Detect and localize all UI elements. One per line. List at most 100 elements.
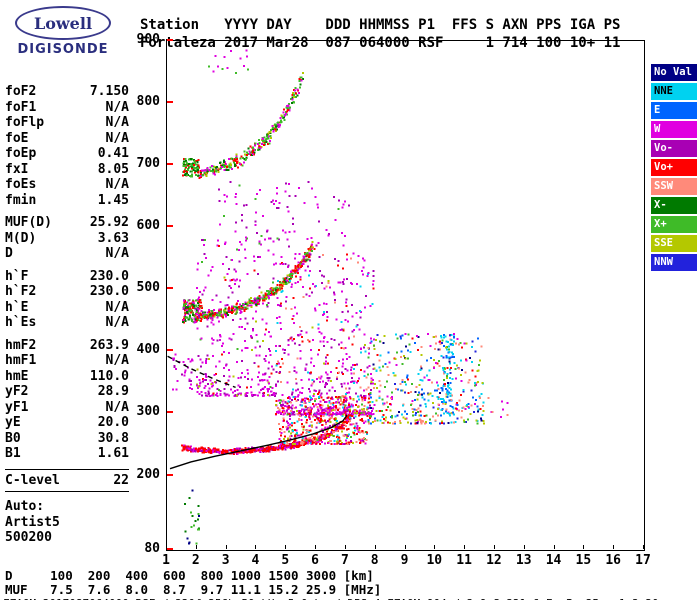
param-500200: 500200: [5, 530, 129, 546]
param-label: M(D): [5, 230, 37, 246]
color-legend: No Val NNE E W Vo- Vo+ SSW X- X+ SSE NNW: [651, 64, 697, 273]
x-tick-label-14: 14: [545, 553, 562, 568]
param-label: B0: [5, 430, 21, 446]
param-label: h`E: [5, 299, 29, 315]
param-value: 3.63: [97, 230, 129, 246]
param-value: 20.0: [97, 415, 129, 430]
param-label: foF2: [5, 84, 37, 99]
param-label: yE: [5, 415, 21, 430]
cluster-left-w-dots: [171, 353, 210, 391]
param-value: 30.8: [97, 430, 129, 446]
param-value: 8.05: [97, 161, 129, 177]
param-value: N/A: [105, 177, 129, 192]
x-tick-label-8: 8: [370, 553, 379, 568]
param-fof2: foF2 7.150: [5, 84, 129, 100]
param-fmin: fmin 1.45: [5, 193, 129, 209]
ionogram-plot: [167, 49, 509, 545]
param-hf: h`F 230.0: [5, 269, 129, 285]
param-label: fmin: [5, 192, 37, 208]
param-foes: foEs N/A: [5, 177, 129, 193]
param-value: 263.9: [89, 337, 129, 353]
cluster-hop2-block: [182, 298, 204, 324]
x-tick-label-12: 12: [486, 553, 502, 568]
param-label: hmF1: [5, 353, 37, 368]
x-tick-label-10: 10: [426, 553, 443, 568]
param-value: N/A: [105, 315, 129, 330]
x-tick-label-15: 15: [575, 553, 592, 568]
param-b1: B1 1.61: [5, 446, 129, 462]
x-tick-label-2: 2: [191, 553, 200, 568]
x-tick-label-1: 1: [162, 553, 170, 568]
param-hmf2: hmF2 263.9: [5, 338, 129, 354]
y-tick-label-500: 500: [136, 280, 160, 296]
param-label: D: [5, 246, 13, 261]
param-yf2: yF2 28.9: [5, 384, 129, 400]
param-label: 500200: [5, 530, 52, 545]
param-value: N/A: [105, 246, 129, 261]
param-value: 230.0: [89, 268, 129, 284]
param-hf2: h`F2 230.0: [5, 284, 129, 300]
logo-oval: Lowell: [15, 6, 111, 40]
x-tick-label-17: 17: [635, 553, 651, 568]
param-fxi: fxI 8.05: [5, 162, 129, 178]
param-value: N/A: [105, 115, 129, 130]
param-value: 22: [113, 472, 129, 488]
param-hes: h`Es N/A: [5, 315, 129, 331]
param-label: fxI: [5, 161, 29, 177]
x-tick-label-13: 13: [515, 553, 532, 568]
confidence-level: C-level 22: [5, 468, 129, 492]
y-tick-label-200: 200: [136, 466, 160, 482]
param-value: N/A: [105, 399, 129, 415]
param-yf1: yF1 N/A: [5, 400, 129, 416]
legend-vo+: Vo+: [651, 159, 697, 176]
legend-w: W: [651, 121, 697, 138]
x-tick-label-7: 7: [340, 553, 349, 568]
legend-e: E: [651, 102, 697, 119]
station-header: Station YYYY DAY DDD HHMMSS P1 FFS S AXN…: [140, 16, 620, 52]
param-b0: B0 30.8: [5, 431, 129, 447]
param-mufd: MUF(D) 25.92: [5, 215, 129, 231]
legend-ssw: SSW: [651, 178, 697, 195]
param-label: foEp: [5, 146, 37, 161]
logo-title: Lowell: [33, 13, 93, 33]
param-he: h`E N/A: [5, 300, 129, 316]
cluster-hop2-trace: [198, 241, 316, 321]
y-tick-label-800: 800: [136, 94, 160, 110]
header-values: Fortaleza 2017 Mar28 087 064000 RSF 1 71…: [140, 35, 621, 51]
x-tick-label-9: 9: [400, 553, 409, 568]
header-columns: Station YYYY DAY DDD HHMMSS P1 FFS S AXN…: [140, 17, 621, 33]
distance-row: D 100 200 400 600 800 1000 1500 3000 [km…: [5, 568, 374, 583]
param-fof1: foF1 N/A: [5, 100, 129, 116]
x-tick-label-6: 6: [311, 553, 319, 568]
param-value: N/A: [105, 130, 129, 146]
param-auto: Auto:: [5, 499, 129, 515]
y-tick-label-700: 700: [136, 156, 160, 172]
param-foep: foEp 0.41: [5, 146, 129, 162]
muf-params: MUF(D) 25.92 M(D) 3.63 D N/A: [5, 215, 129, 262]
param-value: N/A: [105, 299, 129, 315]
param-value: 1.61: [97, 446, 129, 461]
param-value: N/A: [105, 353, 129, 368]
cluster-top-sparse: [208, 49, 249, 74]
x-tick-label-4: 4: [251, 553, 260, 568]
cluster-spreadF-left: [195, 236, 277, 397]
param-foflp: foFlp N/A: [5, 115, 129, 131]
param-md: M(D) 3.63: [5, 231, 129, 247]
legend-x+: X+: [651, 216, 697, 233]
legend-nnw: NNW: [651, 254, 697, 271]
param-value: 25.92: [89, 215, 129, 230]
cluster-right-outliers: [487, 396, 509, 418]
param-label: MUF(D): [5, 215, 52, 230]
param-value: 28.9: [97, 384, 129, 399]
param-label: foF1: [5, 99, 37, 115]
param-value: 7.150: [89, 84, 129, 99]
param-label: h`F: [5, 268, 29, 284]
autoscaling-info: Auto: Artist5 500200: [5, 499, 129, 546]
param-hme: hmE 110.0: [5, 369, 129, 385]
param-label: B1: [5, 446, 21, 461]
param-value: 0.41: [97, 146, 129, 161]
cluster-hop3-trace: [196, 71, 304, 180]
x-tick-label-16: 16: [605, 553, 622, 568]
legend-sse: SSE: [651, 235, 697, 252]
param-artist5: Artist5: [5, 515, 129, 531]
